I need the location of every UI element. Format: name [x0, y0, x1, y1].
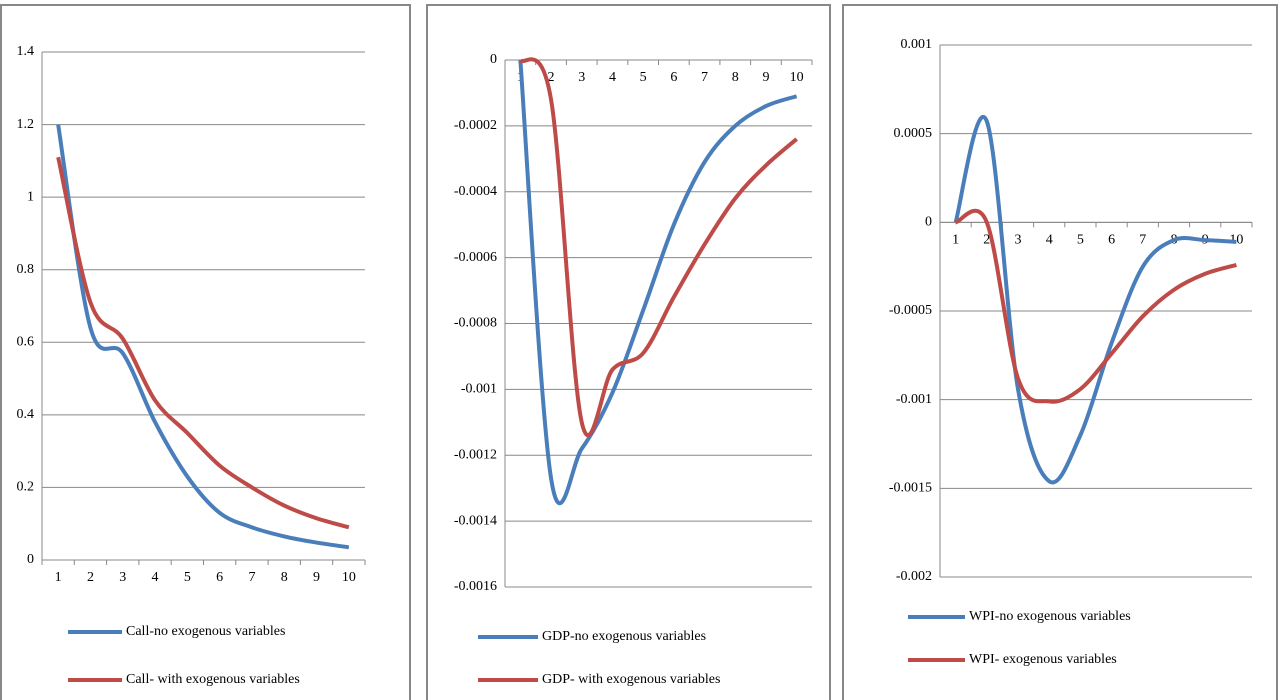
legend-label: GDP-no exogenous variables [542, 629, 706, 644]
series-line [954, 208, 1237, 404]
series-line [518, 57, 798, 438]
x-tick-label: 4 [609, 70, 616, 85]
x-tick-label: 10 [342, 570, 356, 585]
panel-border [0, 4, 411, 700]
y-tick-label: 0.6 [17, 335, 35, 350]
series-line [518, 59, 798, 506]
legend-label: GDP- with exogenous variables [542, 672, 720, 687]
y-tick-label: -0.0004 [454, 184, 497, 199]
x-tick-label: 3 [119, 570, 126, 585]
legend-label: Call-no exogenous variables [126, 624, 285, 639]
y-tick-label: -0.001 [461, 382, 497, 397]
x-tick-label: 9 [313, 570, 320, 585]
series-line [56, 156, 350, 530]
y-tick-label: 0.001 [901, 37, 933, 52]
y-tick-label: -0.0014 [454, 513, 497, 528]
legend-label: Call- with exogenous variables [126, 672, 300, 687]
y-tick-label: -0.0006 [454, 250, 497, 265]
panel-border [842, 4, 1278, 700]
series-line [56, 124, 350, 550]
y-tick-label: 0 [490, 52, 497, 67]
x-tick-label: 4 [1046, 233, 1053, 248]
x-tick-label: 5 [184, 570, 191, 585]
y-tick-label: -0.0015 [889, 481, 932, 496]
y-tick-label: -0.0012 [454, 447, 497, 462]
y-tick-label: -0.001 [896, 392, 932, 407]
y-tick-label: 0.0005 [894, 126, 933, 141]
series-line [953, 115, 1237, 485]
x-tick-label: 9 [762, 70, 769, 85]
x-tick-label: 6 [1108, 233, 1115, 248]
y-tick-label: 0.4 [17, 407, 35, 422]
x-tick-label: 4 [152, 570, 159, 585]
x-tick-label: 6 [670, 70, 677, 85]
x-tick-label: 7 [701, 70, 708, 85]
x-tick-label: 7 [1139, 233, 1146, 248]
x-tick-label: 7 [248, 570, 255, 585]
y-tick-label: 1.2 [17, 117, 35, 132]
x-tick-label: 3 [1015, 233, 1022, 248]
y-tick-label: -0.0016 [454, 579, 497, 594]
x-tick-label: 6 [216, 570, 223, 585]
x-tick-label: 10 [790, 70, 804, 85]
y-tick-label: 0.8 [17, 262, 35, 277]
y-tick-label: 1.4 [17, 44, 35, 59]
legend-label: WPI-no exogenous variables [969, 609, 1131, 624]
x-tick-label: 2 [983, 233, 990, 248]
y-tick-label: -0.0005 [889, 303, 932, 318]
x-tick-label: 5 [1077, 233, 1084, 248]
x-tick-label: 2 [548, 70, 555, 85]
x-tick-label: 1 [952, 233, 959, 248]
legend-label: WPI- exogenous variables [969, 652, 1117, 667]
y-tick-label: 1 [27, 189, 34, 204]
y-tick-label: -0.0008 [454, 316, 497, 331]
y-tick-label: 0 [925, 215, 932, 230]
x-tick-label: 8 [281, 570, 288, 585]
x-tick-label: 8 [732, 70, 739, 85]
y-tick-label: 0.2 [17, 480, 35, 495]
panel-border [426, 4, 831, 700]
y-tick-label: 0 [27, 552, 34, 567]
x-tick-label: 5 [640, 70, 647, 85]
x-tick-label: 1 [55, 570, 62, 585]
x-tick-label: 3 [578, 70, 585, 85]
y-tick-label: -0.0002 [454, 118, 497, 133]
y-tick-label: -0.002 [896, 569, 932, 584]
x-tick-label: 2 [87, 570, 94, 585]
